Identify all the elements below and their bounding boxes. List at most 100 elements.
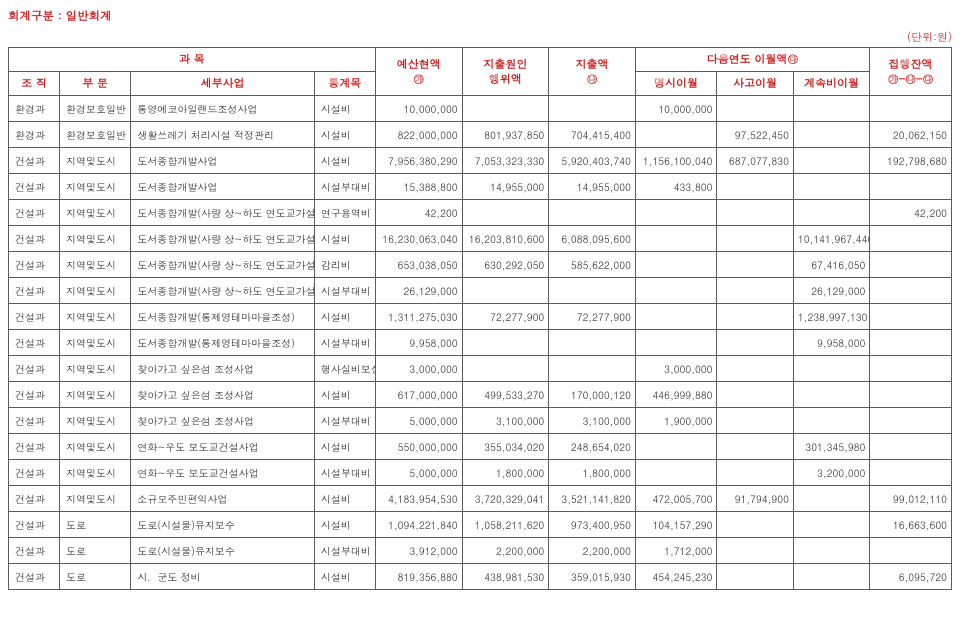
cell: 446,999,880 xyxy=(635,382,717,408)
cell: 시설비 xyxy=(314,564,375,590)
cell: 10,141,967,440 xyxy=(793,226,869,252)
cell xyxy=(870,408,952,434)
cell xyxy=(870,174,952,200)
cell: 1,712,000 xyxy=(635,538,717,564)
cell xyxy=(870,226,952,252)
cell: 355,034,020 xyxy=(462,434,549,460)
cell: 건설과 xyxy=(9,408,60,434)
cell: 653,038,050 xyxy=(375,252,462,278)
hdr-carry: 다음연도 이월액㉰ xyxy=(635,48,869,72)
cell: 248,654,020 xyxy=(549,434,636,460)
cell: 170,000,120 xyxy=(549,382,636,408)
cell: 건설과 xyxy=(9,434,60,460)
cell: 도서종합개발사업 xyxy=(131,148,315,174)
cell xyxy=(870,382,952,408)
cell: 104,157,290 xyxy=(635,512,717,538)
cell xyxy=(870,356,952,382)
cell xyxy=(635,304,717,330)
cell: 819,356,880 xyxy=(375,564,462,590)
cell: 16,663,600 xyxy=(870,512,952,538)
cell: 연화~우도 보도교건설사업 xyxy=(131,434,315,460)
table-row: 건설과지역및도시도서종합개발(사량 상~하도 연도교가설)사업연구용역비42,2… xyxy=(9,200,952,226)
cell: 6,088,095,600 xyxy=(549,226,636,252)
cell xyxy=(717,330,793,356)
cell: 지역및도시 xyxy=(59,382,130,408)
table-row: 건설과지역및도시찾아가고 싶은섬 조성사업행사실비보상금3,000,0003,0… xyxy=(9,356,952,382)
cell: 26,129,000 xyxy=(793,278,869,304)
cell: 환경보호일반 xyxy=(59,96,130,122)
cell xyxy=(549,356,636,382)
cell xyxy=(793,200,869,226)
cell: 건설과 xyxy=(9,304,60,330)
cell xyxy=(717,460,793,486)
cell: 시설부대비 xyxy=(314,278,375,304)
cell: 7,053,323,330 xyxy=(462,148,549,174)
cell: 건설과 xyxy=(9,200,60,226)
cell: 1,156,100,040 xyxy=(635,148,717,174)
cell: 지역및도시 xyxy=(59,356,130,382)
cell: 환경과 xyxy=(9,96,60,122)
cell: 1,800,000 xyxy=(549,460,636,486)
cell: 지역및도시 xyxy=(59,304,130,330)
cell: 4,183,954,530 xyxy=(375,486,462,512)
cell xyxy=(870,304,952,330)
cell: 15,388,800 xyxy=(375,174,462,200)
table-header: 과 목 예산현액 ㉮ 지출원인 행위액 지출액 ㉯ 다음연도 이월액㉰ 집행잔액… xyxy=(9,48,952,96)
cell: 시설부대비 xyxy=(314,174,375,200)
hdr-explicit: 명시이월 xyxy=(635,72,717,96)
cell: 지역및도시 xyxy=(59,460,130,486)
cell xyxy=(635,434,717,460)
table-row: 건설과지역및도시찾아가고 싶은섬 조성사업시설부대비5,000,0003,100… xyxy=(9,408,952,434)
cell: 3,521,141,820 xyxy=(549,486,636,512)
cell: 연구용역비 xyxy=(314,200,375,226)
table-row: 건설과지역및도시도서종합개발(사량 상~하도 연도교가설)사업시설부대비26,1… xyxy=(9,278,952,304)
cell: 72,277,900 xyxy=(462,304,549,330)
cell: 도로 xyxy=(59,564,130,590)
cell: 지역및도시 xyxy=(59,434,130,460)
cell: 건설과 xyxy=(9,226,60,252)
cell xyxy=(793,512,869,538)
cell: 건설과 xyxy=(9,538,60,564)
table-row: 건설과지역및도시도서종합개발(통제영테마마을조성)시설비1,311,275,03… xyxy=(9,304,952,330)
cell: 지역및도시 xyxy=(59,174,130,200)
cell xyxy=(793,174,869,200)
cell xyxy=(793,96,869,122)
cell: 시설비 xyxy=(314,434,375,460)
cell: 행사실비보상금 xyxy=(314,356,375,382)
cell xyxy=(717,226,793,252)
cell xyxy=(462,278,549,304)
cell: 1,238,997,130 xyxy=(793,304,869,330)
cell: 1,311,275,030 xyxy=(375,304,462,330)
cell: 시설비 xyxy=(314,512,375,538)
cell xyxy=(717,512,793,538)
cell: 도서종합개발사업 xyxy=(131,174,315,200)
cell: 지역및도시 xyxy=(59,226,130,252)
cell: 건설과 xyxy=(9,512,60,538)
cell xyxy=(870,252,952,278)
cell xyxy=(870,538,952,564)
cell: 301,345,980 xyxy=(793,434,869,460)
cell xyxy=(635,252,717,278)
cell: 10,000,000 xyxy=(375,96,462,122)
cell xyxy=(462,96,549,122)
cell: 도서종합개발(사량 상~하도 연도교가설)사업 xyxy=(131,278,315,304)
table-row: 건설과지역및도시연화~우도 보도교건설사업시설비550,000,000355,0… xyxy=(9,434,952,460)
cell xyxy=(870,434,952,460)
cell: 1,094,221,840 xyxy=(375,512,462,538)
cell: 찾아가고 싶은섬 조성사업 xyxy=(131,408,315,434)
cell: 5,000,000 xyxy=(375,460,462,486)
cell: 시설부대비 xyxy=(314,408,375,434)
cell: 42,200 xyxy=(375,200,462,226)
cell: 16,230,063,040 xyxy=(375,226,462,252)
cell: 5,920,403,740 xyxy=(549,148,636,174)
cell: 26,129,000 xyxy=(375,278,462,304)
cell: 822,000,000 xyxy=(375,122,462,148)
hdr-cause: 지출원인 행위액 xyxy=(462,48,549,96)
cell: 지역및도시 xyxy=(59,278,130,304)
cell xyxy=(717,200,793,226)
cell xyxy=(793,486,869,512)
cell: 건설과 xyxy=(9,460,60,486)
cell: 건설과 xyxy=(9,356,60,382)
cell: 438,981,530 xyxy=(462,564,549,590)
cell: 97,522,450 xyxy=(717,122,793,148)
